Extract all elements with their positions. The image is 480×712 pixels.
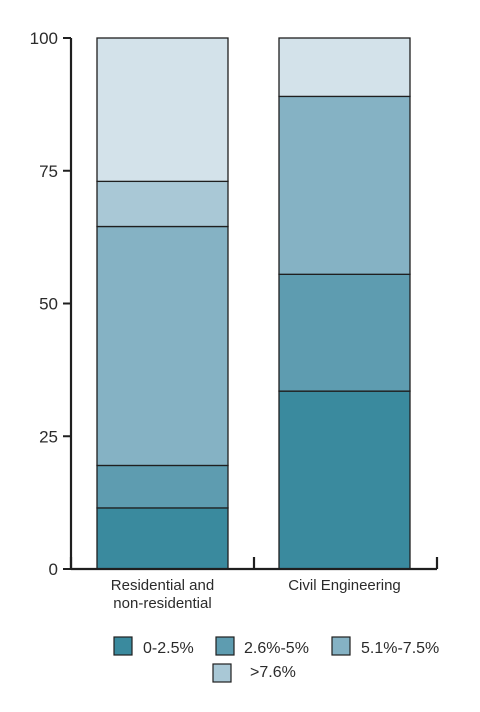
legend-swatch <box>331 636 351 656</box>
legend-swatch <box>113 636 133 656</box>
y-tick-label: 75 <box>39 162 58 181</box>
x-tick-label: non-residential <box>113 595 211 612</box>
bar-segment <box>278 390 411 570</box>
y-tick-label: 50 <box>39 295 58 314</box>
legend-label: 2.6%-5% <box>244 640 309 657</box>
legend-swatch <box>215 636 235 656</box>
x-tick-label: Civil Engineering <box>288 577 401 594</box>
bar-segment <box>278 273 411 392</box>
legend-swatch <box>212 663 232 683</box>
bar-segment <box>96 464 229 509</box>
legend-label: 5.1%-7.5% <box>361 640 439 657</box>
bar-segment <box>96 37 229 183</box>
bar-segment <box>278 37 411 98</box>
bar-segment <box>96 507 229 570</box>
y-tick-label: 0 <box>49 560 58 579</box>
legend-label: >7.6% <box>250 664 296 681</box>
x-tick-label: Residential and <box>111 577 214 594</box>
bar-segment <box>96 225 229 467</box>
bar-segment <box>278 95 411 275</box>
legend-label: 0-2.5% <box>143 640 194 657</box>
bar-segment <box>96 180 229 228</box>
y-tick-label: 25 <box>39 427 58 446</box>
y-tick-label: 100 <box>30 29 58 48</box>
